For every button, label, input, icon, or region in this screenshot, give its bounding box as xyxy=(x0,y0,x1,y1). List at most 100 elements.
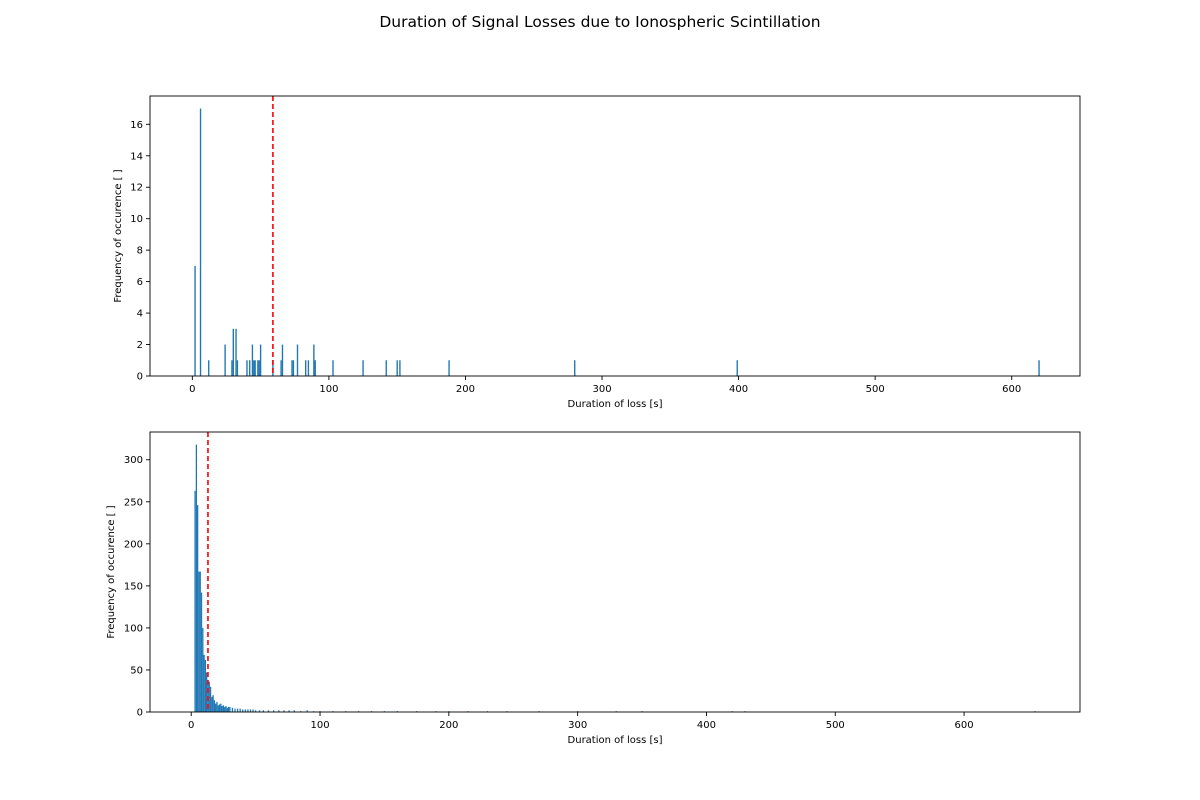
histogram-bar xyxy=(206,672,208,712)
histogram-bar xyxy=(249,360,251,376)
histogram-bar xyxy=(258,710,261,712)
histogram-bar xyxy=(202,627,204,712)
x-tick-label: 0 xyxy=(188,720,194,731)
y-tick-label: 100 xyxy=(124,623,143,634)
histogram-bar xyxy=(199,108,202,376)
x-tick-label: 400 xyxy=(697,720,716,731)
histogram-bar xyxy=(198,571,200,712)
y-tick-label: 6 xyxy=(137,277,143,288)
histogram-bar xyxy=(200,592,203,712)
histogram-bar xyxy=(306,710,308,712)
histogram-bar xyxy=(292,360,295,376)
histogram-bar xyxy=(399,360,401,376)
y-tick-label: 10 xyxy=(130,214,143,225)
histogram-bar xyxy=(267,710,270,712)
histogram-bar xyxy=(216,701,218,712)
histogram-bar xyxy=(224,344,226,376)
histogram-bar xyxy=(221,706,223,712)
histogram-bar xyxy=(246,360,248,376)
y-tick-label: 14 xyxy=(130,151,143,162)
histogram-bar xyxy=(305,360,307,376)
y-axis-label: Frequency of occurence [ ] xyxy=(113,169,124,302)
x-tick-label: 600 xyxy=(955,720,974,731)
histogram-bar xyxy=(208,681,210,712)
x-tick-label: 100 xyxy=(319,384,338,395)
histogram-bar xyxy=(1038,360,1040,376)
histogram-bar xyxy=(262,710,264,712)
histogram-bar xyxy=(259,344,262,376)
y-tick-label: 150 xyxy=(124,581,143,592)
histogram-bar xyxy=(307,360,310,376)
histogram-bar xyxy=(239,708,241,712)
histogram-bar xyxy=(273,710,275,712)
histogram-bar xyxy=(199,571,201,712)
histogram-bar xyxy=(332,360,334,376)
histogram-bar xyxy=(194,490,196,712)
histogram-bar xyxy=(236,360,239,376)
histogram-bar xyxy=(236,708,239,712)
histogram-bar xyxy=(197,505,199,712)
histogram-bar xyxy=(234,708,236,712)
histogram-bar xyxy=(293,710,295,712)
x-tick-label: 300 xyxy=(592,384,611,395)
y-tick-label: 2 xyxy=(137,340,143,351)
y-tick-label: 4 xyxy=(137,309,143,320)
histogram-bar xyxy=(242,709,244,712)
plot-frame xyxy=(149,95,1081,377)
histogram-bar xyxy=(222,705,225,712)
histogram-bar xyxy=(247,709,249,712)
x-tick-label: 0 xyxy=(189,384,195,395)
y-tick-label: 50 xyxy=(130,665,143,676)
histogram-bar xyxy=(283,710,285,712)
histogram-bar xyxy=(211,696,213,712)
histogram-bar xyxy=(203,654,205,712)
y-tick-label: 200 xyxy=(124,539,143,550)
y-tick-label: 8 xyxy=(137,246,143,257)
y-tick-label: 300 xyxy=(124,455,143,466)
histogram-bar xyxy=(229,706,231,712)
histogram-bar xyxy=(385,360,387,376)
histogram-bar xyxy=(258,360,260,376)
y-tick-label: 0 xyxy=(137,372,143,383)
y-tick-label: 12 xyxy=(130,183,143,194)
histogram-bar xyxy=(574,360,576,376)
histogram-bar xyxy=(226,707,228,712)
histogram-bar xyxy=(254,360,256,376)
y-tick-label: 250 xyxy=(124,497,143,508)
histogram-bar xyxy=(224,706,226,712)
x-axis-label: Duration of loss [s] xyxy=(568,399,663,410)
histogram-bar xyxy=(257,360,259,376)
histogram-bar xyxy=(736,360,738,376)
histogram-bar xyxy=(288,710,290,712)
x-tick-label: 100 xyxy=(310,720,329,731)
histogram-bar xyxy=(448,360,450,376)
x-tick-label: 600 xyxy=(1002,384,1021,395)
figure-title: Duration of Signal Losses due to Ionosph… xyxy=(379,13,821,31)
histogram-bar xyxy=(313,344,315,376)
chart-1: 0 100 200 300 400 500 600 0 2 4 6 8 10 12 14 16 Duration… xyxy=(113,95,1081,410)
histogram-bar xyxy=(194,265,196,376)
y-axis-label: Frequency of occurence [ ] xyxy=(106,505,117,638)
histogram-bar xyxy=(254,710,257,712)
histogram-bar xyxy=(225,706,227,712)
x-tick-label: 300 xyxy=(568,720,587,731)
histogram-bar xyxy=(232,328,234,376)
histogram-bar xyxy=(314,360,316,376)
histogram-bar xyxy=(249,709,252,712)
x-tick-label: 500 xyxy=(866,384,885,395)
histogram-bar xyxy=(251,344,254,376)
histogram-bar xyxy=(396,360,398,376)
histogram-bar xyxy=(231,360,233,376)
plot-frame xyxy=(149,431,1081,713)
histogram-bar xyxy=(217,705,219,712)
histogram-bar xyxy=(296,344,299,376)
histogram-bar xyxy=(362,360,364,376)
histogram-bar xyxy=(227,706,230,712)
histogram-bar xyxy=(231,707,234,712)
x-tick-label: 400 xyxy=(729,384,748,395)
x-tick-label: 200 xyxy=(439,720,458,731)
histogram-bar xyxy=(291,360,293,376)
histogram-bar xyxy=(220,703,222,712)
